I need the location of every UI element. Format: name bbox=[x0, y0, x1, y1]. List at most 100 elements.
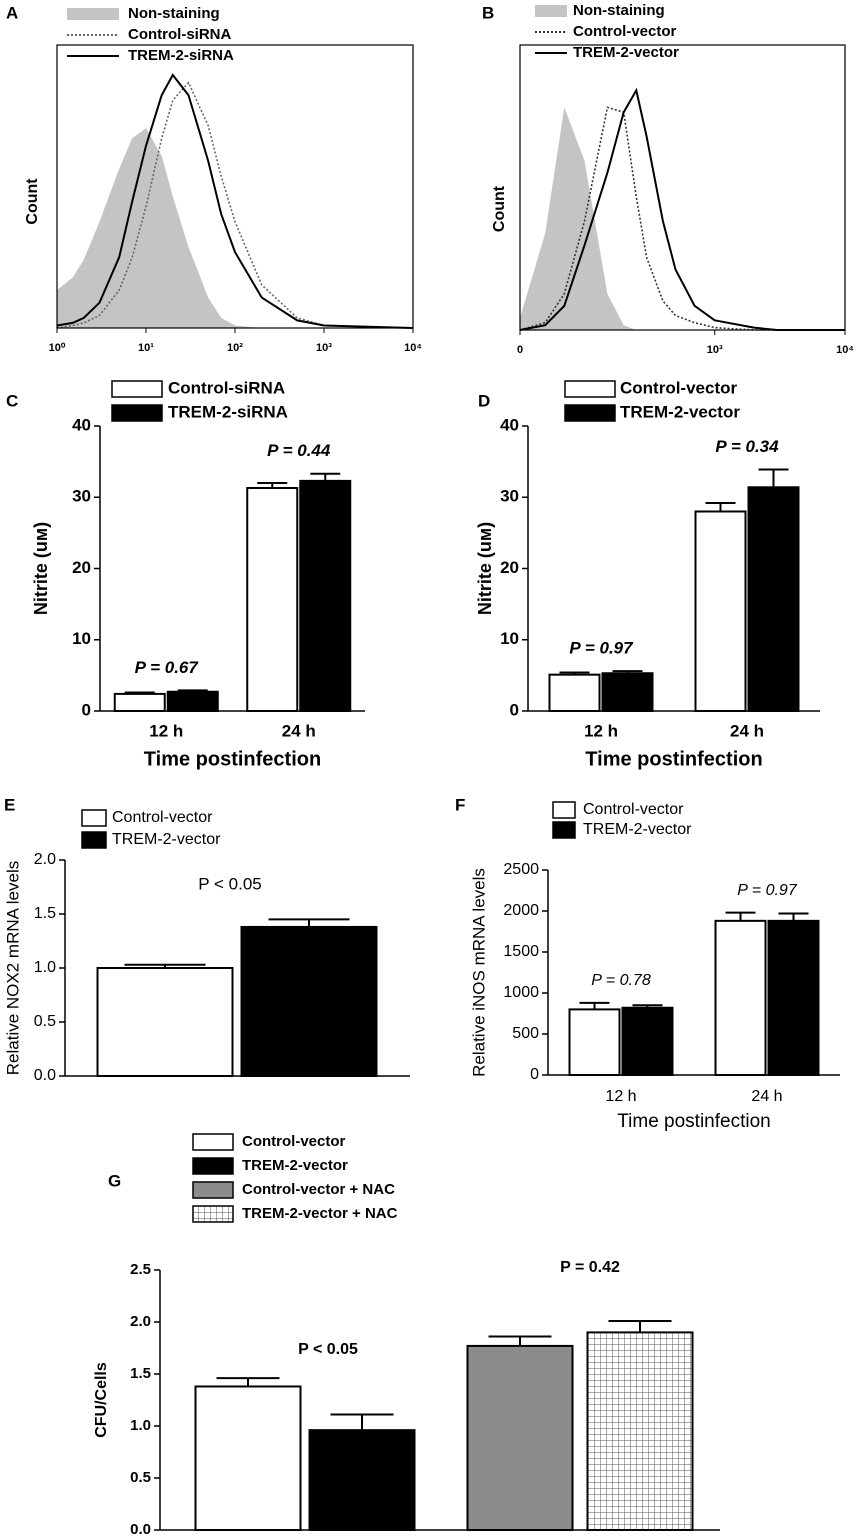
y-axis-title: Relative iNOS mRNA levels bbox=[469, 868, 488, 1077]
y-tick-label: 2500 bbox=[503, 861, 539, 878]
legend-label: TREM-2-siRNA bbox=[168, 402, 288, 421]
x-tick-label: 0 bbox=[517, 344, 523, 356]
y-tick-label: 10 bbox=[72, 629, 91, 648]
y-tick-label: 30 bbox=[500, 487, 519, 506]
x-tick-label: 12 h bbox=[584, 721, 618, 740]
legend-swatch bbox=[564, 404, 616, 422]
legend-label: Control-siRNA bbox=[168, 378, 285, 397]
legend-label: Non-staining bbox=[128, 5, 220, 22]
y-tick-label: 1.0 bbox=[130, 1417, 151, 1434]
legend-label: Control-vector bbox=[242, 1133, 346, 1150]
x-tick-label: 24 h bbox=[751, 1088, 782, 1105]
p-value: P < 0.05 bbox=[198, 874, 262, 893]
legend-label: TREM-2-vector bbox=[620, 402, 740, 421]
histogram-line bbox=[56, 73, 414, 329]
bar bbox=[96, 967, 234, 1077]
y-tick-label: 30 bbox=[72, 487, 91, 506]
y-tick-label: 500 bbox=[512, 1025, 539, 1042]
legend-label: Control-siRNA bbox=[128, 26, 231, 43]
histogram-area bbox=[520, 107, 845, 331]
x-axis-title: Time postinfection bbox=[585, 748, 762, 770]
x-tick-label: 12 h bbox=[149, 721, 183, 740]
legend-swatch bbox=[111, 404, 163, 422]
x-tick-label: 10⁰ bbox=[49, 342, 66, 354]
y-tick-label: 40 bbox=[500, 415, 519, 434]
legend-label: TREM-2-vector bbox=[242, 1157, 348, 1174]
bar bbox=[714, 919, 767, 1077]
p-value: P = 0.34 bbox=[715, 437, 779, 456]
x-axis-title: Time postinfection bbox=[144, 748, 321, 770]
x-tick-label: 10³ bbox=[316, 342, 332, 354]
y-tick-label: 20 bbox=[72, 558, 91, 577]
legend-label: Control-vector bbox=[573, 23, 677, 40]
y-tick-label: 0 bbox=[82, 700, 91, 719]
y-axis-title: Relative NOX2 mRNA levels bbox=[3, 861, 22, 1075]
bar bbox=[568, 1008, 621, 1077]
legend-label: Control-vector bbox=[112, 809, 213, 826]
y-axis-title: Nitrite (uᴍ) bbox=[475, 522, 495, 615]
panel-letter: D bbox=[478, 391, 490, 410]
legend-swatch bbox=[81, 809, 107, 827]
panel-letter: E bbox=[4, 795, 15, 814]
y-tick-label: 20 bbox=[500, 558, 519, 577]
y-tick-label: 0.0 bbox=[130, 1521, 151, 1538]
x-tick-label: 12 h bbox=[605, 1088, 636, 1105]
plot-frame bbox=[519, 44, 846, 331]
bar bbox=[548, 673, 601, 712]
legend-label: Control-vector bbox=[583, 801, 684, 818]
x-tick-label: 10⁴ bbox=[404, 342, 422, 354]
panel-letter: B bbox=[482, 3, 494, 22]
p-value: P = 0.42 bbox=[560, 1259, 620, 1276]
x-tick-label: 10² bbox=[227, 342, 243, 354]
y-tick-label: 2000 bbox=[503, 902, 539, 919]
y-tick-label: 0.5 bbox=[34, 1013, 56, 1030]
panel-letter: F bbox=[455, 795, 465, 814]
legend-label: Non-staining bbox=[573, 2, 665, 19]
y-tick-label: 40 bbox=[72, 415, 91, 434]
legend-swatch bbox=[192, 1157, 234, 1175]
bar bbox=[113, 692, 166, 713]
legend-label: TREM-2-vector bbox=[583, 821, 692, 838]
legend-label: Control-vector + NAC bbox=[242, 1181, 395, 1198]
legend-label: TREM-2-vector bbox=[573, 44, 679, 61]
x-axis-title: Time postinfection bbox=[617, 1111, 770, 1132]
y-tick-label: 0 bbox=[530, 1066, 539, 1083]
bar bbox=[246, 486, 299, 712]
p-value: P = 0.44 bbox=[267, 441, 331, 460]
x-tick-label: 10⁴ bbox=[836, 344, 854, 356]
p-value: P = 0.67 bbox=[135, 658, 200, 677]
x-tick-label: 10³ bbox=[707, 344, 723, 356]
bar bbox=[466, 1344, 574, 1532]
legend-label: TREM-2-vector + NAC bbox=[242, 1205, 398, 1222]
x-tick-label: 10¹ bbox=[138, 342, 154, 354]
y-tick-label: 0 bbox=[510, 700, 519, 719]
y-axis-title: Count bbox=[491, 185, 508, 232]
bar bbox=[586, 1331, 694, 1532]
histogram-area bbox=[57, 128, 413, 328]
histogram-line bbox=[519, 106, 845, 331]
bar bbox=[166, 690, 219, 713]
legend-swatch bbox=[192, 1181, 234, 1199]
bar bbox=[240, 925, 378, 1078]
y-axis-title: CFU/Cells bbox=[93, 1362, 110, 1438]
panel-letter: C bbox=[6, 391, 18, 410]
panel-letter: G bbox=[108, 1171, 121, 1190]
legend-swatch bbox=[192, 1133, 234, 1151]
p-value: P = 0.97 bbox=[737, 882, 798, 899]
bar bbox=[621, 1006, 674, 1077]
x-tick-label: 24 h bbox=[282, 721, 316, 740]
histogram-line bbox=[519, 87, 845, 331]
bar bbox=[767, 919, 820, 1077]
legend-label: TREM-2-vector bbox=[112, 831, 221, 848]
bar bbox=[299, 479, 352, 712]
x-tick-label: 24 h bbox=[730, 721, 764, 740]
panel-letter: A bbox=[6, 3, 18, 22]
y-tick-label: 0.0 bbox=[34, 1067, 56, 1084]
bar bbox=[308, 1429, 416, 1532]
y-tick-label: 1.0 bbox=[34, 959, 56, 976]
legend-swatch bbox=[192, 1205, 234, 1223]
y-tick-label: 2.0 bbox=[130, 1313, 151, 1330]
p-value: P = 0.78 bbox=[591, 972, 651, 989]
legend-swatch bbox=[552, 821, 576, 839]
y-tick-label: 1.5 bbox=[34, 905, 56, 922]
